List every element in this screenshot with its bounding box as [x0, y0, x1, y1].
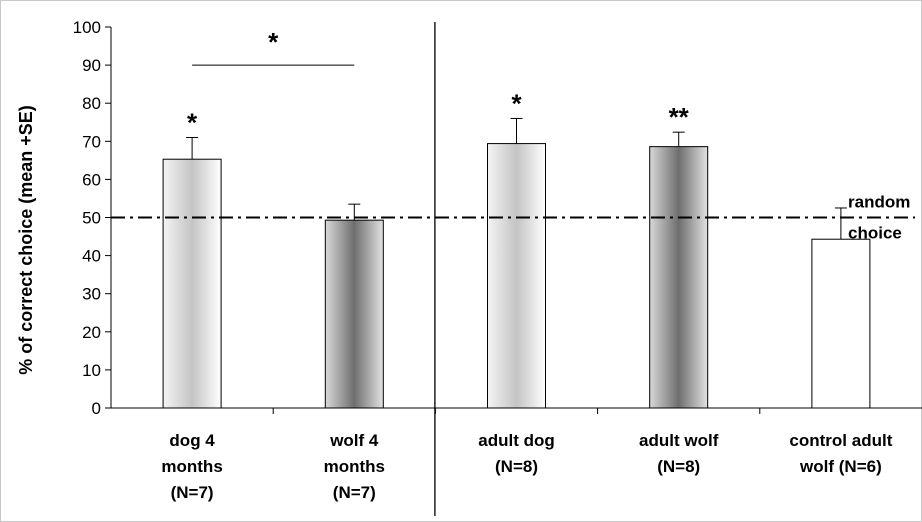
y-tick-label: 30 [82, 285, 101, 304]
category-label: adult dog (N=8) [478, 431, 554, 476]
significance-marker: * [511, 88, 522, 118]
y-tick-label: 70 [82, 132, 101, 151]
category-label: adult wolf (N=8) [639, 431, 719, 476]
y-tick-label: 0 [92, 399, 101, 418]
y-tick-label: 80 [82, 94, 101, 113]
category-label: wolf 4 months (N=7) [324, 431, 385, 502]
y-tick-label: 90 [82, 56, 101, 75]
reference-label-line2: choice [848, 224, 902, 243]
y-axis-label: % of correct choice (mean +SE) [16, 105, 36, 375]
significance-marker: * [187, 107, 198, 137]
axes: 0 10 20 30 40 50 60 70 80 90 100 dog 4 months (N=7) wo… [73, 18, 922, 516]
bar [324, 219, 384, 409]
y-tick-label: 60 [82, 170, 101, 189]
category-label: dog 4 months (N=7) [161, 431, 222, 502]
y-tick-label: 20 [82, 323, 101, 342]
y-tick-label: 10 [82, 361, 101, 380]
y-tick-label: 40 [82, 247, 101, 266]
comparison-marker: * [268, 27, 279, 57]
reference-label-line1: random [848, 193, 910, 212]
bar [649, 146, 709, 409]
bar [487, 143, 546, 409]
bar [162, 158, 222, 409]
y-tick-label: 100 [73, 18, 101, 37]
category-label: control adult wolf (N=6) [789, 431, 892, 476]
significance-marker: ** [669, 102, 690, 132]
bar [811, 238, 871, 409]
bars [162, 117, 871, 409]
y-tick-label: 50 [82, 209, 101, 228]
